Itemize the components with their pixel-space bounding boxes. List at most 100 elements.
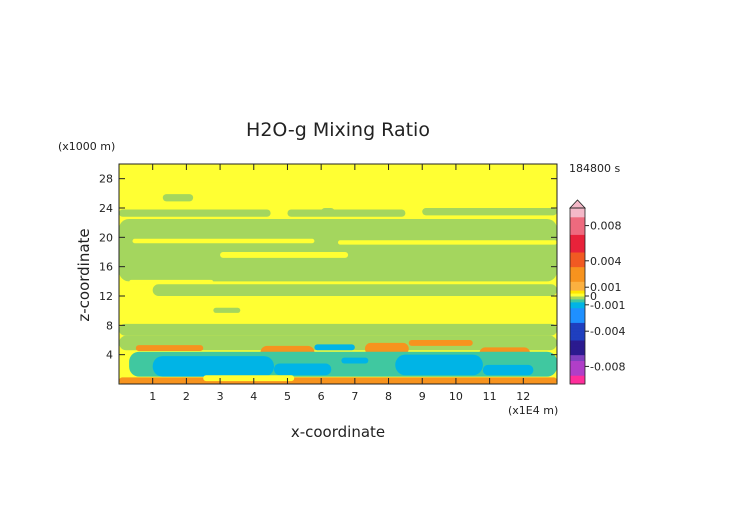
colorbar-segment bbox=[570, 231, 585, 235]
colorbar-segment bbox=[570, 363, 585, 367]
x-tick-label: 4 bbox=[250, 390, 257, 403]
colorbar-segment bbox=[570, 254, 585, 259]
field-region bbox=[119, 335, 557, 351]
colorbar-segment bbox=[570, 287, 585, 291]
colorbar-segment bbox=[570, 337, 585, 341]
field-region bbox=[408, 340, 473, 346]
field-region bbox=[395, 354, 483, 376]
colorbar-segment bbox=[570, 369, 585, 373]
colorbar-segment bbox=[570, 322, 585, 326]
field-region bbox=[338, 240, 557, 245]
colorbar-segment bbox=[570, 325, 585, 329]
field-region bbox=[287, 209, 406, 217]
x-tick-label: 12 bbox=[516, 390, 530, 403]
field-region bbox=[422, 208, 557, 216]
field-region bbox=[119, 219, 557, 282]
colorbar-segment bbox=[570, 328, 585, 332]
colorbar-segment bbox=[570, 378, 585, 382]
colorbar-segment bbox=[570, 290, 585, 294]
colorbar-segment bbox=[570, 301, 585, 306]
field-region bbox=[273, 363, 332, 376]
colorbar-segment bbox=[570, 266, 585, 271]
x-unit-label: (x1E4 m) bbox=[508, 404, 558, 417]
colorbar-segment bbox=[570, 246, 585, 250]
x-tick-label: 8 bbox=[385, 390, 392, 403]
colorbar-segment bbox=[570, 237, 585, 241]
colorbar-segment bbox=[570, 213, 585, 218]
colorbar-segment bbox=[570, 357, 585, 362]
field-region bbox=[220, 252, 349, 258]
y-tick-label: 16 bbox=[99, 261, 113, 274]
colorbar-segment bbox=[570, 281, 585, 285]
colorbar-segment bbox=[570, 234, 585, 238]
field-region bbox=[152, 356, 274, 377]
x-axis-label: x-coordinate bbox=[291, 423, 385, 441]
colorbar-segment bbox=[570, 208, 585, 212]
colorbar-segment bbox=[570, 313, 585, 318]
field-region bbox=[321, 208, 335, 216]
y-axis-label: z-coordinate bbox=[75, 228, 93, 321]
colorbar-label: -0.001 bbox=[590, 299, 625, 312]
colorbar-segment bbox=[570, 284, 585, 288]
field-region bbox=[119, 377, 557, 384]
colorbar-segment bbox=[570, 210, 585, 215]
y-unit-label: (x1000 m) bbox=[58, 140, 115, 153]
x-tick-label: 1 bbox=[149, 390, 156, 403]
colorbar-segment bbox=[570, 243, 585, 247]
y-tick-label: 4 bbox=[106, 349, 113, 362]
colorbar-segment bbox=[570, 240, 585, 244]
colorbar-arrow bbox=[569, 199, 586, 209]
colorbar-segment bbox=[570, 296, 585, 300]
colorbar-segment bbox=[570, 249, 585, 253]
plot-area bbox=[118, 163, 558, 385]
plot-frame bbox=[118, 163, 558, 385]
x-tick-label: 2 bbox=[183, 390, 190, 403]
field-region bbox=[162, 194, 194, 202]
x-tick-label: 5 bbox=[284, 390, 291, 403]
colorbar-segment bbox=[570, 375, 585, 379]
colorbar-segment bbox=[570, 334, 585, 338]
colorbar-segment bbox=[570, 316, 585, 320]
field-region bbox=[119, 323, 557, 336]
colorbar-segment bbox=[570, 319, 585, 323]
colorbar-segment bbox=[570, 331, 585, 335]
x-ticks: 1 2 3 4 5 6 7 8 9 10 11 12 bbox=[149, 164, 530, 403]
colorbar-label: 0.004 bbox=[590, 255, 622, 268]
colorbar-segment bbox=[570, 366, 585, 370]
colorbar-segment bbox=[570, 216, 585, 221]
x-tick-label: 6 bbox=[318, 390, 325, 403]
field-region bbox=[152, 284, 557, 296]
field-region bbox=[129, 279, 214, 285]
colorbar-label: 0.008 bbox=[590, 220, 622, 233]
x-tick-label: 11 bbox=[483, 390, 497, 403]
x-tick-label: 10 bbox=[449, 390, 463, 403]
field-region bbox=[341, 357, 369, 364]
colorbar-segment bbox=[570, 252, 585, 256]
colorbar-label: 0.001 bbox=[590, 281, 622, 294]
y-tick-label: 24 bbox=[99, 202, 113, 215]
colorbar-segment bbox=[570, 345, 585, 350]
colorbar-segment bbox=[570, 372, 585, 376]
field-region bbox=[132, 238, 315, 244]
colorbar-segment bbox=[570, 219, 585, 224]
colorbar-segment bbox=[570, 293, 585, 297]
chart-title: H2O-g Mixing Ratio bbox=[246, 119, 430, 141]
colorbar-segment bbox=[570, 381, 585, 385]
time-label: 184800 s bbox=[569, 162, 620, 175]
y-tick-label: 28 bbox=[99, 173, 113, 186]
colorbar-segment bbox=[570, 275, 585, 279]
colorbar-segment bbox=[570, 342, 585, 347]
colorbar-label: -0.004 bbox=[590, 325, 625, 338]
colorbar-segment bbox=[570, 272, 585, 276]
colorbar-segment bbox=[570, 310, 585, 315]
y-ticks: 4 8 12 16 20 24 28 bbox=[99, 173, 557, 362]
field-region bbox=[203, 375, 295, 382]
colorbar-segment bbox=[570, 263, 585, 268]
colorbar-segment bbox=[570, 298, 585, 303]
colorbar-segment bbox=[570, 260, 585, 265]
colorbar-segment bbox=[570, 304, 585, 309]
colorbar-segment bbox=[570, 257, 585, 262]
field-region bbox=[482, 364, 534, 376]
field-region bbox=[119, 209, 271, 217]
colorbar-segment bbox=[570, 278, 585, 282]
